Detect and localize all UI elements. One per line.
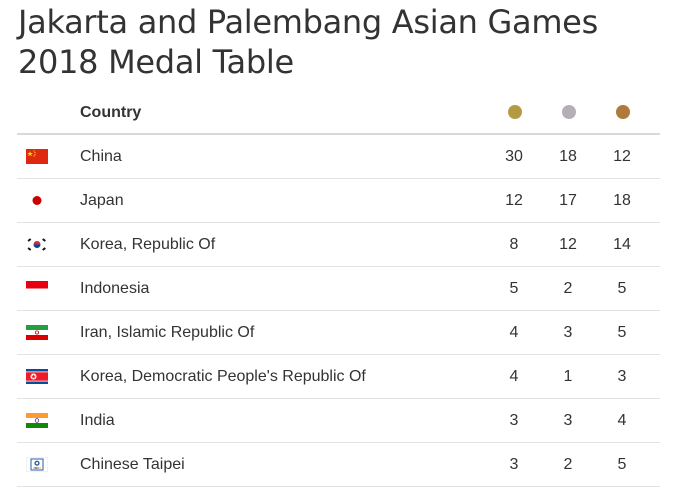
bronze-count: 5 [617, 456, 627, 473]
bronze-count: 5 [617, 280, 627, 297]
north-korea-flag-icon [26, 369, 48, 384]
country-name: Korea, Republic Of [80, 236, 216, 253]
table-row: Korea, Republic Of 8 12 14 [17, 223, 660, 267]
gold-count: 30 [505, 148, 523, 165]
silver-count: 18 [559, 148, 577, 165]
india-flag-icon [26, 413, 48, 428]
gold-count: 4 [509, 324, 519, 341]
silver-count: 2 [563, 456, 573, 473]
silver-count: 1 [563, 368, 573, 385]
country-name: Japan [80, 192, 124, 209]
bronze-count: 12 [613, 148, 631, 165]
bronze-medal-icon [616, 105, 630, 119]
silver-count: 12 [559, 236, 577, 253]
table-row: China 30 18 12 [17, 135, 660, 179]
silver-count: 17 [559, 192, 577, 209]
silver-count: 3 [563, 324, 573, 341]
chinese-taipei-flag-icon [26, 457, 48, 472]
gold-count: 3 [509, 456, 519, 473]
country-column-header: Country [80, 104, 142, 121]
table-row: Iran, Islamic Republic Of 4 3 5 [17, 311, 660, 355]
country-name: Indonesia [80, 280, 150, 297]
gold-count: 4 [509, 368, 519, 385]
country-name: Iran, Islamic Republic Of [80, 324, 255, 341]
bronze-count: 18 [613, 192, 631, 209]
bronze-count: 3 [617, 368, 627, 385]
gold-count: 5 [509, 280, 519, 297]
gold-count: 3 [509, 412, 519, 429]
country-name: China [80, 148, 122, 165]
japan-flag-icon [26, 193, 48, 208]
table-header: Country [17, 91, 660, 135]
indonesia-flag-icon [26, 281, 48, 296]
medal-table: Country China 30 18 12 Japan 12 17 18 [17, 91, 660, 487]
table-row: Korea, Democratic People's Republic Of 4… [17, 355, 660, 399]
gold-count: 12 [505, 192, 523, 209]
bronze-count: 5 [617, 324, 627, 341]
silver-count: 3 [563, 412, 573, 429]
iran-flag-icon [26, 325, 48, 340]
silver-count: 2 [563, 280, 573, 297]
table-row: Indonesia 5 2 5 [17, 267, 660, 311]
table-row: India 3 3 4 [17, 399, 660, 443]
country-name: Korea, Democratic People's Republic Of [80, 368, 366, 385]
table-row: Japan 12 17 18 [17, 179, 660, 223]
gold-medal-icon [508, 105, 522, 119]
country-name: Chinese Taipei [80, 456, 185, 473]
bronze-count: 4 [617, 412, 627, 429]
gold-count: 8 [509, 236, 519, 253]
china-flag-icon [26, 149, 48, 164]
silver-medal-icon [562, 105, 576, 119]
bronze-count: 14 [613, 236, 631, 253]
table-row: Chinese Taipei 3 2 5 [17, 443, 660, 487]
page-title: Jakarta and Palembang Asian Games 2018 M… [18, 3, 598, 81]
south-korea-flag-icon [26, 237, 48, 252]
country-name: India [80, 412, 115, 429]
